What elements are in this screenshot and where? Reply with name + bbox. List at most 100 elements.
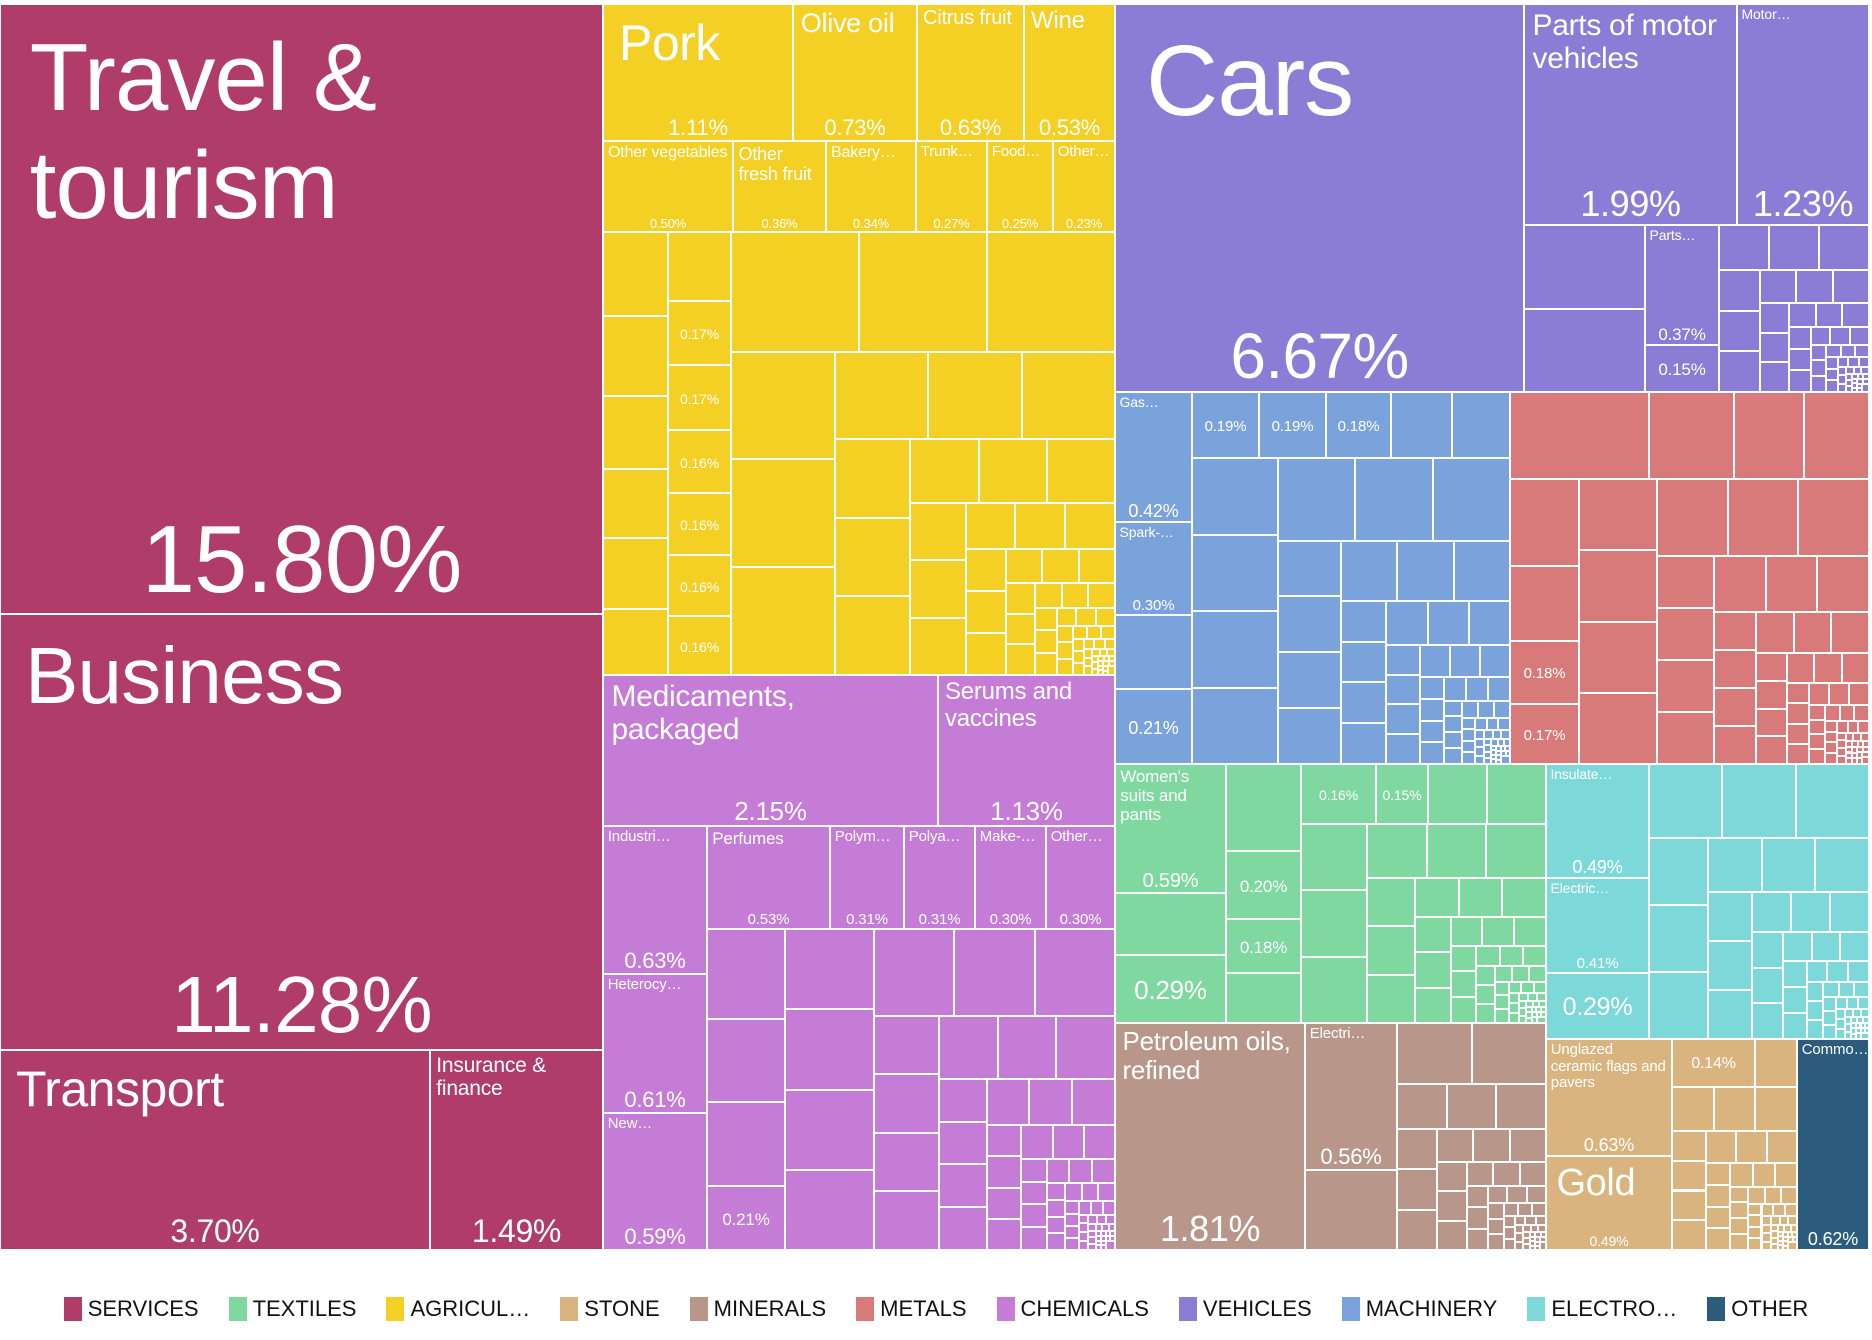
treemap-cell[interactable]	[986, 1156, 1022, 1188]
treemap-cell[interactable]	[1841, 653, 1869, 684]
treemap-cell[interactable]	[1540, 1236, 1546, 1242]
treemap-cell[interactable]	[986, 1218, 1022, 1250]
treemap-cell[interactable]	[1088, 583, 1115, 608]
treemap-cell[interactable]	[1789, 370, 1811, 392]
treemap-cell[interactable]	[603, 609, 668, 675]
treemap-cell[interactable]	[1415, 877, 1459, 917]
treemap-cell[interactable]	[1541, 1006, 1546, 1012]
treemap-cell[interactable]	[1277, 596, 1341, 653]
treemap-cell[interactable]	[1100, 1245, 1106, 1250]
treemap-cell[interactable]	[1508, 1002, 1519, 1013]
treemap-cell[interactable]	[1863, 378, 1869, 384]
treemap-cell[interactable]	[1078, 549, 1115, 584]
treemap-cell[interactable]	[1095, 607, 1115, 627]
treemap-cell[interactable]	[1842, 303, 1869, 328]
treemap-cell[interactable]	[1840, 344, 1855, 358]
treemap-cell[interactable]	[1838, 981, 1854, 998]
treemap-cell[interactable]	[1719, 270, 1760, 311]
treemap-cell[interactable]	[1863, 373, 1869, 379]
treemap-cell[interactable]	[1853, 981, 1869, 998]
treemap-cell[interactable]	[1452, 392, 1510, 458]
treemap-cell[interactable]	[1748, 1215, 1762, 1227]
treemap-cell[interactable]	[1835, 1028, 1845, 1039]
treemap-cell[interactable]	[1810, 344, 1827, 361]
treemap-cell-0-18[interactable]: 0.18%	[1326, 392, 1391, 458]
treemap-cell[interactable]	[1851, 747, 1857, 753]
treemap-cell[interactable]	[1827, 960, 1849, 982]
treemap-cell[interactable]	[1098, 655, 1104, 662]
treemap-cell[interactable]	[986, 1125, 1022, 1157]
treemap-cell[interactable]	[1857, 378, 1864, 384]
treemap-cell[interactable]	[954, 929, 1035, 1016]
treemap-cell[interactable]	[1708, 941, 1752, 991]
treemap-cell[interactable]	[1524, 309, 1645, 392]
treemap-cell[interactable]	[1092, 655, 1099, 663]
treemap-cell[interactable]	[1858, 720, 1869, 733]
treemap-cell[interactable]	[1708, 990, 1752, 1039]
treemap-cell[interactable]	[1084, 666, 1093, 675]
treemap-cell[interactable]	[1503, 1202, 1518, 1216]
treemap-cell[interactable]	[1099, 648, 1108, 656]
treemap-cell[interactable]	[1491, 745, 1497, 751]
treemap-cell[interactable]	[1419, 644, 1450, 678]
treemap-cell[interactable]	[1491, 754, 1497, 760]
treemap-cell[interactable]	[1415, 916, 1451, 953]
treemap-cell-transport[interactable]: Transport 3.70%	[0, 1050, 430, 1250]
treemap-cell[interactable]	[1825, 704, 1840, 721]
treemap-cell[interactable]	[1495, 966, 1513, 982]
treemap-cell[interactable]	[1851, 758, 1857, 764]
treemap-cell[interactable]	[1825, 720, 1837, 732]
treemap-cell[interactable]	[1092, 1158, 1115, 1184]
treemap-cell[interactable]	[1579, 692, 1658, 764]
treemap-cell[interactable]	[1092, 662, 1099, 669]
treemap-cell-gold[interactable]: Gold 0.49%	[1546, 1156, 1672, 1250]
treemap-cell[interactable]	[1397, 1209, 1438, 1250]
treemap-cell[interactable]	[1103, 670, 1109, 675]
treemap-cell-polya[interactable]: Polya… 0.31%	[904, 826, 975, 929]
treemap-cell[interactable]	[1536, 1006, 1542, 1012]
treemap-cell[interactable]	[1526, 1001, 1533, 1007]
treemap-cell[interactable]	[1804, 392, 1869, 479]
treemap-cell[interactable]	[1730, 1163, 1753, 1187]
treemap-cell[interactable]	[1789, 327, 1811, 349]
treemap-cell[interactable]	[1496, 745, 1501, 751]
treemap-cell[interactable]	[707, 1019, 785, 1102]
treemap-cell[interactable]	[1515, 1215, 1526, 1225]
treemap-cell[interactable]	[1713, 1087, 1756, 1131]
treemap-cell[interactable]	[1105, 1231, 1111, 1237]
treemap-cell[interactable]	[1814, 653, 1842, 684]
treemap-cell[interactable]	[1426, 824, 1487, 878]
treemap-cell[interactable]	[1523, 1231, 1530, 1238]
treemap-cell[interactable]	[1657, 479, 1728, 556]
treemap-cell[interactable]	[1788, 1236, 1793, 1242]
treemap-cell[interactable]	[1419, 720, 1445, 743]
treemap-cell[interactable]	[1796, 270, 1833, 303]
treemap-cell[interactable]	[1488, 1218, 1504, 1235]
treemap-cell[interactable]	[1115, 893, 1226, 955]
treemap-cell[interactable]	[1835, 997, 1847, 1009]
treemap-cell[interactable]	[1851, 741, 1858, 748]
treemap-cell[interactable]	[1092, 648, 1100, 656]
treemap-cell[interactable]	[1672, 1087, 1714, 1131]
treemap-cell[interactable]	[1453, 540, 1510, 601]
treemap-cell[interactable]	[1752, 1163, 1775, 1187]
treemap-cell[interactable]	[1493, 1161, 1520, 1186]
treemap-cell[interactable]	[1761, 1203, 1774, 1217]
treemap-cell[interactable]	[1861, 366, 1869, 374]
treemap-cell[interactable]	[1476, 985, 1496, 1005]
treemap-cell[interactable]	[1095, 1245, 1101, 1250]
treemap-cell[interactable]	[1419, 742, 1445, 764]
treemap-cell[interactable]	[1509, 1129, 1546, 1162]
treemap-cell[interactable]	[1535, 1215, 1546, 1225]
treemap-cell[interactable]	[1277, 540, 1341, 597]
legend-item-chemicals[interactable]: CHEMICALS	[996, 1296, 1149, 1322]
treemap-cell[interactable]	[1461, 729, 1475, 741]
treemap-cell[interactable]	[1496, 755, 1502, 760]
treemap-cell[interactable]	[1771, 1216, 1780, 1226]
treemap-cell[interactable]	[1852, 387, 1858, 392]
treemap-cell[interactable]	[731, 459, 835, 568]
treemap-cell[interactable]	[1780, 1186, 1797, 1204]
treemap-cell[interactable]	[1078, 1223, 1089, 1233]
treemap-cell[interactable]	[1844, 1008, 1853, 1017]
treemap-cell[interactable]	[1853, 732, 1862, 741]
